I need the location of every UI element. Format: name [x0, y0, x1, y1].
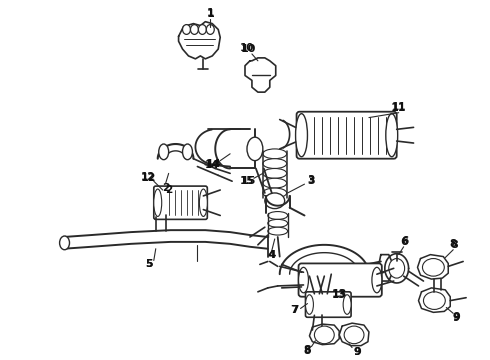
Polygon shape — [418, 288, 450, 312]
Text: 9: 9 — [452, 312, 460, 322]
Ellipse shape — [422, 258, 444, 276]
Polygon shape — [178, 22, 220, 59]
Text: 2: 2 — [165, 185, 172, 195]
Ellipse shape — [263, 168, 287, 178]
Text: 5: 5 — [145, 260, 152, 269]
Text: 8: 8 — [450, 240, 458, 250]
FancyBboxPatch shape — [305, 292, 351, 317]
Ellipse shape — [298, 267, 309, 293]
Text: 11: 11 — [391, 103, 406, 113]
Ellipse shape — [305, 295, 314, 314]
Ellipse shape — [295, 114, 307, 157]
Text: 10: 10 — [240, 43, 254, 53]
Ellipse shape — [191, 24, 198, 35]
Text: 5: 5 — [145, 260, 153, 269]
Ellipse shape — [268, 219, 288, 227]
Ellipse shape — [198, 24, 206, 35]
Text: 6: 6 — [401, 237, 409, 247]
Text: 7: 7 — [291, 305, 298, 315]
Text: 9: 9 — [353, 347, 361, 356]
Ellipse shape — [389, 258, 405, 278]
Text: 11: 11 — [392, 102, 406, 112]
Text: 1: 1 — [207, 8, 214, 18]
Text: 4: 4 — [268, 249, 275, 260]
Text: 4: 4 — [268, 249, 276, 260]
FancyBboxPatch shape — [154, 186, 207, 219]
Ellipse shape — [372, 267, 382, 293]
Ellipse shape — [154, 189, 162, 216]
Polygon shape — [310, 324, 339, 345]
Text: 12: 12 — [141, 172, 155, 182]
Ellipse shape — [60, 236, 70, 250]
Text: 6: 6 — [401, 236, 408, 246]
Ellipse shape — [183, 24, 191, 35]
FancyBboxPatch shape — [296, 112, 397, 159]
Text: 12: 12 — [141, 173, 157, 183]
Text: 15: 15 — [240, 176, 256, 186]
Text: 2: 2 — [162, 183, 170, 193]
Text: 9: 9 — [453, 313, 460, 323]
Ellipse shape — [343, 295, 351, 314]
FancyBboxPatch shape — [298, 264, 382, 297]
Ellipse shape — [268, 212, 288, 219]
Polygon shape — [339, 323, 369, 346]
Ellipse shape — [265, 193, 285, 208]
Text: 3: 3 — [308, 175, 315, 185]
Ellipse shape — [206, 24, 214, 35]
Ellipse shape — [315, 326, 334, 344]
Text: 8: 8 — [450, 239, 457, 249]
Polygon shape — [245, 58, 276, 92]
Ellipse shape — [199, 189, 207, 216]
Ellipse shape — [159, 144, 169, 160]
Text: 8: 8 — [304, 345, 311, 355]
Ellipse shape — [183, 144, 193, 160]
Text: 9: 9 — [353, 347, 361, 357]
Ellipse shape — [263, 178, 287, 188]
Text: 14: 14 — [205, 159, 221, 168]
Text: 3: 3 — [308, 176, 315, 186]
Polygon shape — [377, 255, 392, 281]
Text: 14: 14 — [205, 159, 220, 170]
Ellipse shape — [423, 292, 445, 310]
Ellipse shape — [263, 159, 287, 168]
Ellipse shape — [344, 326, 364, 344]
Ellipse shape — [386, 114, 398, 157]
Text: 7: 7 — [291, 305, 298, 315]
Ellipse shape — [247, 137, 263, 161]
Text: 15: 15 — [240, 176, 254, 186]
Text: 10: 10 — [240, 44, 256, 54]
Text: 8: 8 — [304, 346, 311, 356]
Text: 1: 1 — [206, 9, 214, 19]
Ellipse shape — [263, 149, 287, 159]
Ellipse shape — [268, 227, 288, 235]
Polygon shape — [417, 255, 448, 279]
Text: 13: 13 — [332, 289, 347, 299]
Ellipse shape — [263, 188, 287, 198]
Text: 13: 13 — [332, 290, 346, 300]
